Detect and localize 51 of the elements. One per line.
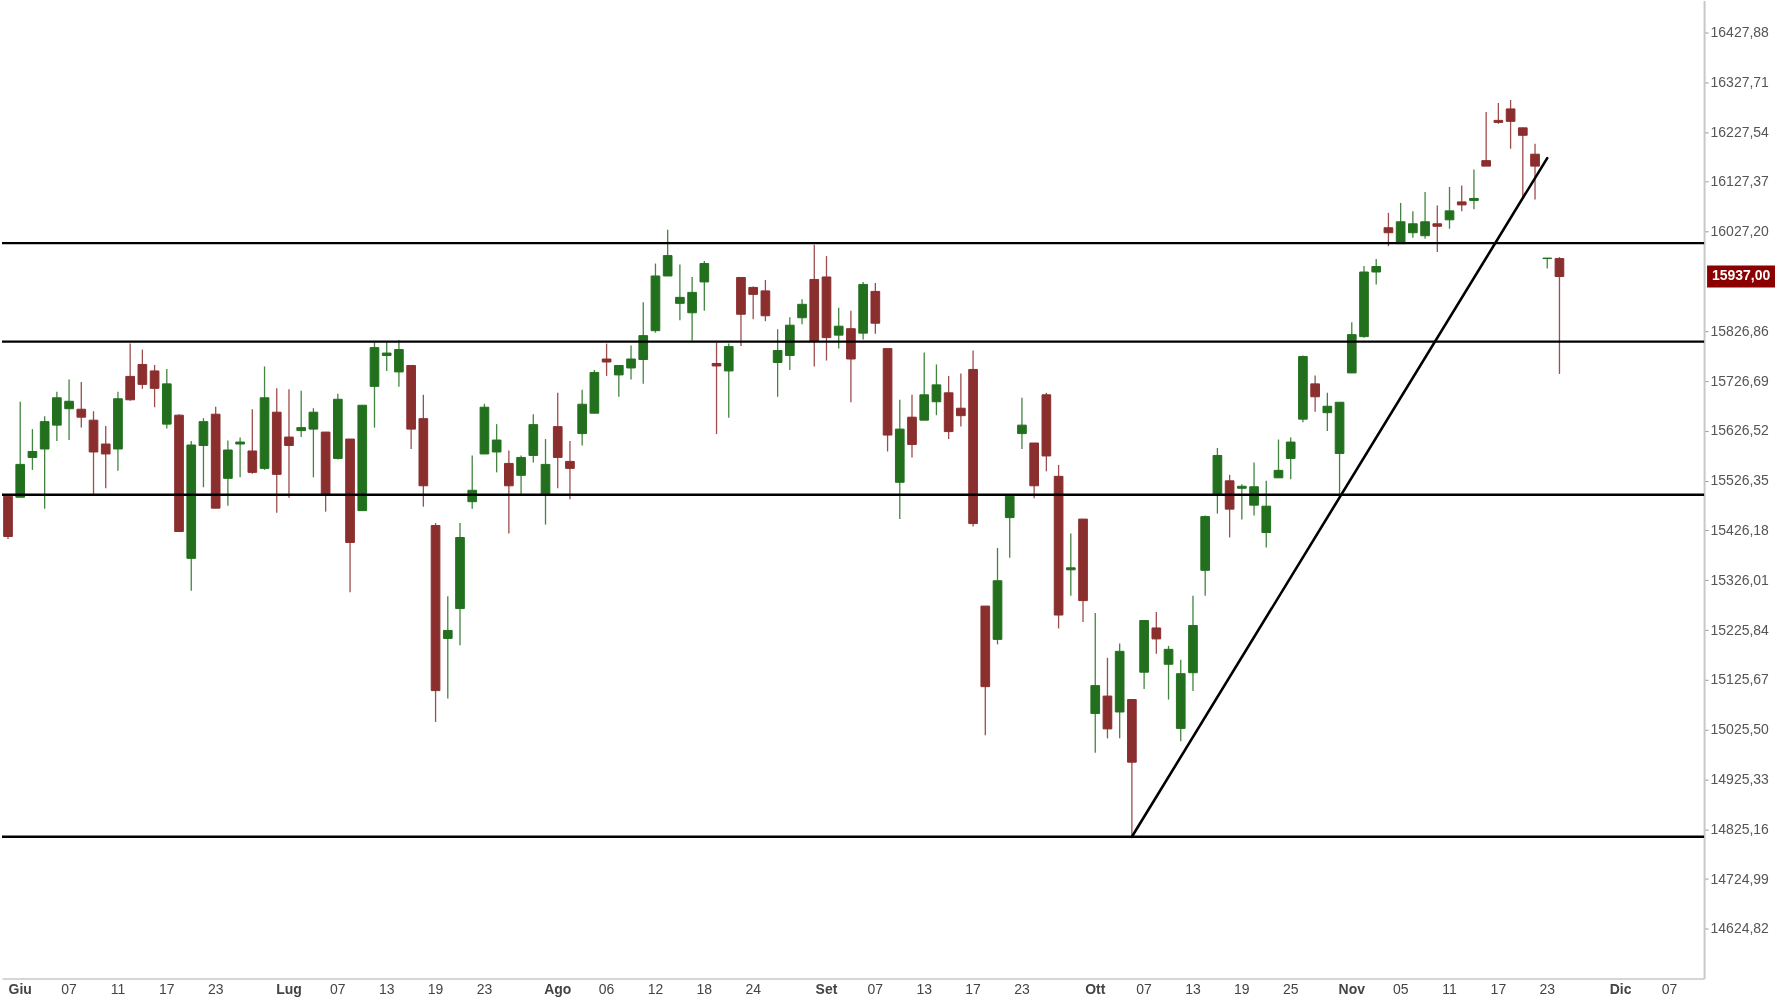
x-tick-label: 12: [647, 980, 664, 997]
x-tick-label: Lug: [276, 980, 302, 997]
y-tick-label: 15225,84: [1710, 621, 1770, 638]
x-tick-label: 24: [745, 980, 762, 997]
x-tick-label: 13: [1185, 980, 1201, 997]
x-tick-label: Dic: [1609, 980, 1632, 997]
x-tick-label: 23: [1014, 980, 1030, 997]
x-tick-label: 25: [1282, 980, 1299, 997]
x-tick-label: 11: [110, 980, 126, 997]
x-tick-label: Nov: [1338, 980, 1366, 997]
y-tick-label: 16327,71: [1710, 73, 1770, 90]
x-tick-label: 05: [1392, 980, 1409, 997]
x-tick-label: 07: [330, 980, 346, 997]
y-tick-label: 16027,20: [1710, 223, 1770, 240]
y-tick-label: 16227,54: [1710, 123, 1770, 140]
x-tick-label: 23: [207, 980, 224, 997]
x-tick-label: 11: [1442, 980, 1457, 997]
x-tick-label: 17: [159, 980, 175, 997]
x-tick-label: 19: [1234, 980, 1250, 997]
text: 15937,00: [1711, 267, 1771, 284]
x-tick-label: 13: [378, 980, 395, 997]
y-tick-label: 14724,99: [1710, 870, 1770, 887]
y-tick-label: 15125,67: [1710, 671, 1770, 688]
x-tick-label: 07: [61, 980, 78, 997]
y-tick-label: 14825,16: [1710, 820, 1770, 837]
y-tick-label: 15826,86: [1710, 322, 1770, 339]
x-tick-label: 06: [598, 980, 615, 997]
x-tick-label: 17: [965, 980, 982, 997]
x-tick-label: 07: [1136, 980, 1153, 997]
y-tick-label: 15626,52: [1710, 422, 1770, 439]
y-tick-label: 15526,35: [1710, 472, 1770, 489]
x-tick-label: Ago: [544, 980, 572, 997]
y-tick-label: 14624,82: [1710, 920, 1770, 937]
y-tick-label: 15726,69: [1710, 372, 1770, 389]
x-tick-label: 18: [696, 980, 713, 997]
x-tick-label: 23: [1539, 980, 1556, 997]
y-tick-label: 15025,50: [1710, 721, 1770, 738]
y-tick-label: 16427,88: [1710, 23, 1770, 40]
x-tick-label: 13: [916, 980, 933, 997]
x-tick-label: 07: [867, 980, 884, 997]
y-tick-label: 14925,33: [1710, 770, 1770, 787]
x-tick-label: 19: [427, 980, 444, 997]
x-tick-label: 17: [1490, 980, 1507, 997]
y-tick-label: 16127,37: [1710, 173, 1770, 190]
x-tick-label: Set: [815, 980, 838, 997]
x-tick-label: Giu: [8, 980, 32, 997]
x-tick-label: 07: [1661, 980, 1678, 997]
x-tick-label: 23: [476, 980, 493, 997]
x-tick-label: Ott: [1085, 980, 1106, 997]
y-tick-label: 15426,18: [1710, 521, 1770, 538]
y-tick-label: 15326,01: [1710, 571, 1770, 588]
